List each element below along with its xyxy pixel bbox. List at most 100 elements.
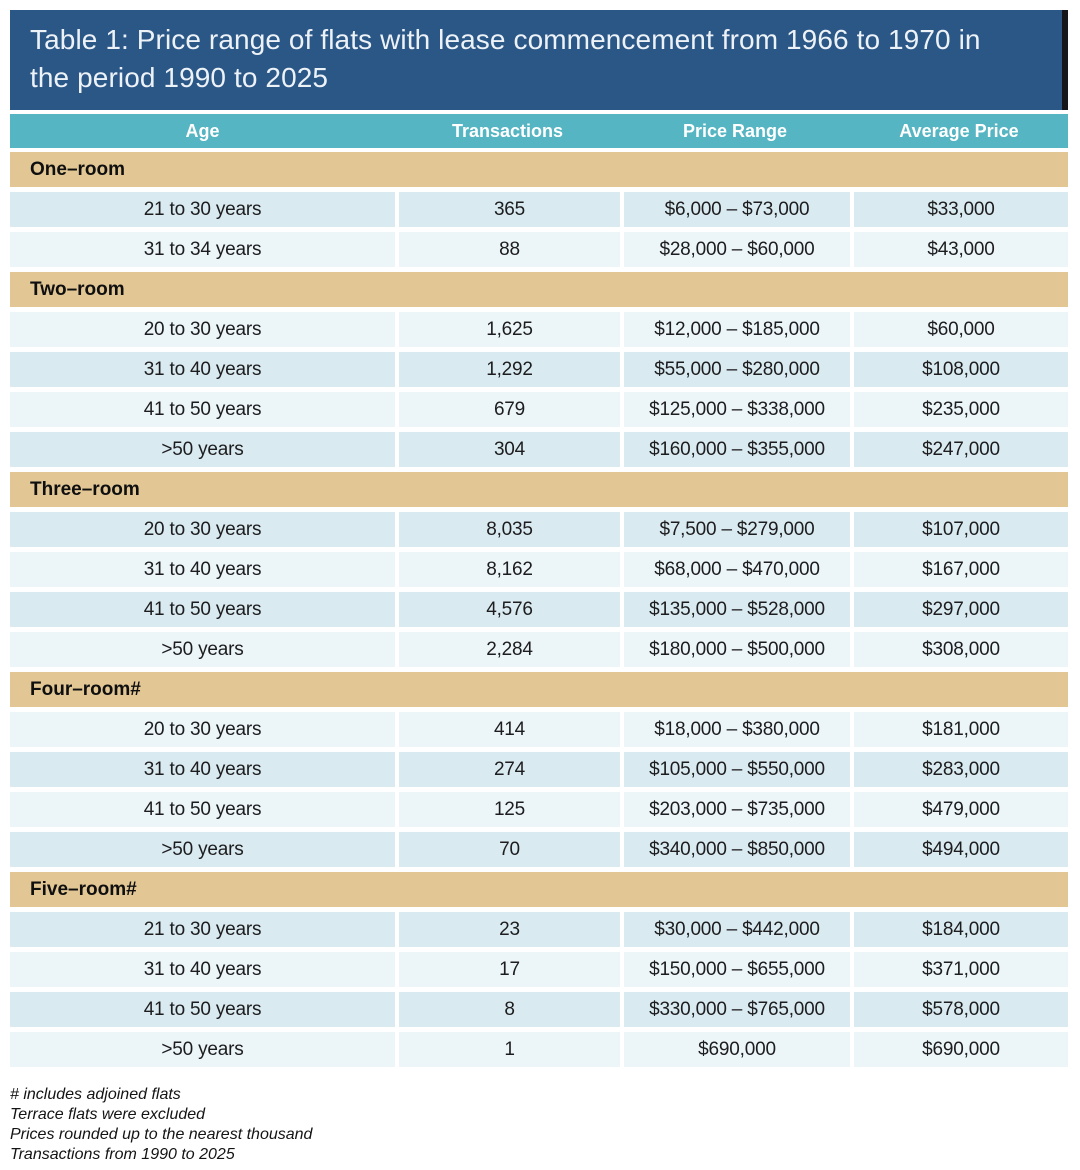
footnote-transactions-period: Transactions from 1990 to 2025 [10, 1146, 235, 1163]
age-cell: 20 to 30 years [10, 512, 395, 547]
price-range-cell: $105,000 – $550,000 [620, 752, 850, 787]
table-row: >50 years 1 $690,000 $690,000 [10, 1032, 1068, 1067]
average-price-cell: $33,000 [850, 192, 1068, 227]
price-range-cell: $12,000 – $185,000 [620, 312, 850, 347]
age-cell: >50 years [10, 632, 395, 667]
section-header-row: Five–room# [10, 872, 1068, 907]
average-price-cell: $181,000 [850, 712, 1068, 747]
table-row: >50 years 2,284 $180,000 – $500,000 $308… [10, 632, 1068, 667]
price-range-cell: $330,000 – $765,000 [620, 992, 850, 1027]
average-price-cell: $283,000 [850, 752, 1068, 787]
table-row: 20 to 30 years 8,035 $7,500 – $279,000 $… [10, 512, 1068, 547]
age-cell: 31 to 40 years [10, 352, 395, 387]
section-header-row: Two–room [10, 272, 1068, 307]
transactions-cell: 8 [395, 992, 620, 1027]
price-range-cell: $340,000 – $850,000 [620, 832, 850, 867]
section-name: Two–room [30, 278, 125, 300]
transactions-cell: 2,284 [395, 632, 620, 667]
price-range-cell: $68,000 – $470,000 [620, 552, 850, 587]
age-cell: 21 to 30 years [10, 912, 395, 947]
price-range-cell: $6,000 – $73,000 [620, 192, 850, 227]
table-row: 20 to 30 years 414 $18,000 – $380,000 $1… [10, 712, 1068, 747]
age-cell: >50 years [10, 832, 395, 867]
age-cell: 41 to 50 years [10, 592, 395, 627]
section-name: Three–room [30, 478, 140, 500]
age-cell: >50 years [10, 432, 395, 467]
price-range-cell: $55,000 – $280,000 [620, 352, 850, 387]
transactions-cell: 304 [395, 432, 620, 467]
average-price-cell: $60,000 [850, 312, 1068, 347]
table-row: 31 to 34 years 88 $28,000 – $60,000 $43,… [10, 232, 1068, 267]
column-header-age: Age [185, 120, 220, 141]
transactions-cell: 1,292 [395, 352, 620, 387]
average-price-cell: $167,000 [850, 552, 1068, 587]
table-row: 20 to 30 years 1,625 $12,000 – $185,000 … [10, 312, 1068, 347]
transactions-cell: 414 [395, 712, 620, 747]
table-row: 31 to 40 years 1,292 $55,000 – $280,000 … [10, 352, 1068, 387]
age-cell: 31 to 34 years [10, 232, 395, 267]
table-row: 31 to 40 years 8,162 $68,000 – $470,000 … [10, 552, 1068, 587]
age-cell: >50 years [10, 1032, 395, 1067]
table-row: 41 to 50 years 8 $330,000 – $765,000 $57… [10, 992, 1068, 1027]
footnote-prices-rounded: Prices rounded up to the nearest thousan… [10, 1126, 313, 1143]
average-price-cell: $108,000 [850, 352, 1068, 387]
age-cell: 31 to 40 years [10, 752, 395, 787]
age-cell: 41 to 50 years [10, 992, 395, 1027]
price-range-cell: $135,000 – $528,000 [620, 592, 850, 627]
transactions-cell: 88 [395, 232, 620, 267]
transactions-cell: 8,162 [395, 552, 620, 587]
age-cell: 41 to 50 years [10, 792, 395, 827]
table-row: >50 years 304 $160,000 – $355,000 $247,0… [10, 432, 1068, 467]
average-price-cell: $247,000 [850, 432, 1068, 467]
age-cell: 31 to 40 years [10, 552, 395, 587]
age-cell: 20 to 30 years [10, 712, 395, 747]
table-row: 21 to 30 years 365 $6,000 – $73,000 $33,… [10, 192, 1068, 227]
table-row: >50 years 70 $340,000 – $850,000 $494,00… [10, 832, 1068, 867]
table-row: 31 to 40 years 17 $150,000 – $655,000 $3… [10, 952, 1068, 987]
price-range-cell: $7,500 – $279,000 [620, 512, 850, 547]
price-range-cell: $28,000 – $60,000 [620, 232, 850, 267]
column-header-price-range: Price Range [682, 120, 788, 141]
price-range-cell: $160,000 – $355,000 [620, 432, 850, 467]
section-header-row: Three–room [10, 472, 1068, 507]
footnote-adjoined-flats: # includes adjoined flats [10, 1086, 181, 1103]
column-header-average-price: Average Price [899, 120, 1019, 141]
table-row: 21 to 30 years 23 $30,000 – $442,000 $18… [10, 912, 1068, 947]
average-price-cell: $184,000 [850, 912, 1068, 947]
price-range-cell: $150,000 – $655,000 [620, 952, 850, 987]
section-name: Five–room# [30, 878, 137, 900]
footnote-terrace-flats: Terrace flats were excluded [10, 1106, 206, 1123]
banner-right-edge [1062, 10, 1068, 110]
section-header-row: Four–room# [10, 672, 1068, 707]
transactions-cell: 8,035 [395, 512, 620, 547]
price-range-cell: $18,000 – $380,000 [620, 712, 850, 747]
average-price-cell: $494,000 [850, 832, 1068, 867]
column-header-row: Age Transactions Price Range Average Pri… [10, 114, 1068, 148]
average-price-cell: $578,000 [850, 992, 1068, 1027]
section-header-row: One–room [10, 152, 1068, 187]
table-row: 41 to 50 years 679 $125,000 – $338,000 $… [10, 392, 1068, 427]
price-range-cell: $690,000 [620, 1032, 850, 1067]
price-range-cell: $30,000 – $442,000 [620, 912, 850, 947]
transactions-cell: 23 [395, 912, 620, 947]
price-range-cell: $203,000 – $735,000 [620, 792, 850, 827]
transactions-cell: 70 [395, 832, 620, 867]
section-name: One–room [30, 158, 126, 180]
age-cell: 21 to 30 years [10, 192, 395, 227]
table-row: 31 to 40 years 274 $105,000 – $550,000 $… [10, 752, 1068, 787]
average-price-cell: $690,000 [850, 1032, 1068, 1067]
transactions-cell: 365 [395, 192, 620, 227]
average-price-cell: $479,000 [850, 792, 1068, 827]
transactions-cell: 125 [395, 792, 620, 827]
column-header-transactions: Transactions [451, 120, 564, 141]
average-price-cell: $43,000 [850, 232, 1068, 267]
age-cell: 20 to 30 years [10, 312, 395, 347]
price-range-cell: $125,000 – $338,000 [620, 392, 850, 427]
transactions-cell: 1 [395, 1032, 620, 1067]
transactions-cell: 4,576 [395, 592, 620, 627]
table-row: 41 to 50 years 125 $203,000 – $735,000 $… [10, 792, 1068, 827]
average-price-cell: $297,000 [850, 592, 1068, 627]
average-price-cell: $107,000 [850, 512, 1068, 547]
table-body: One–room 21 to 30 years 365 $6,000 – $73… [10, 152, 1068, 1067]
price-range-cell: $180,000 – $500,000 [620, 632, 850, 667]
